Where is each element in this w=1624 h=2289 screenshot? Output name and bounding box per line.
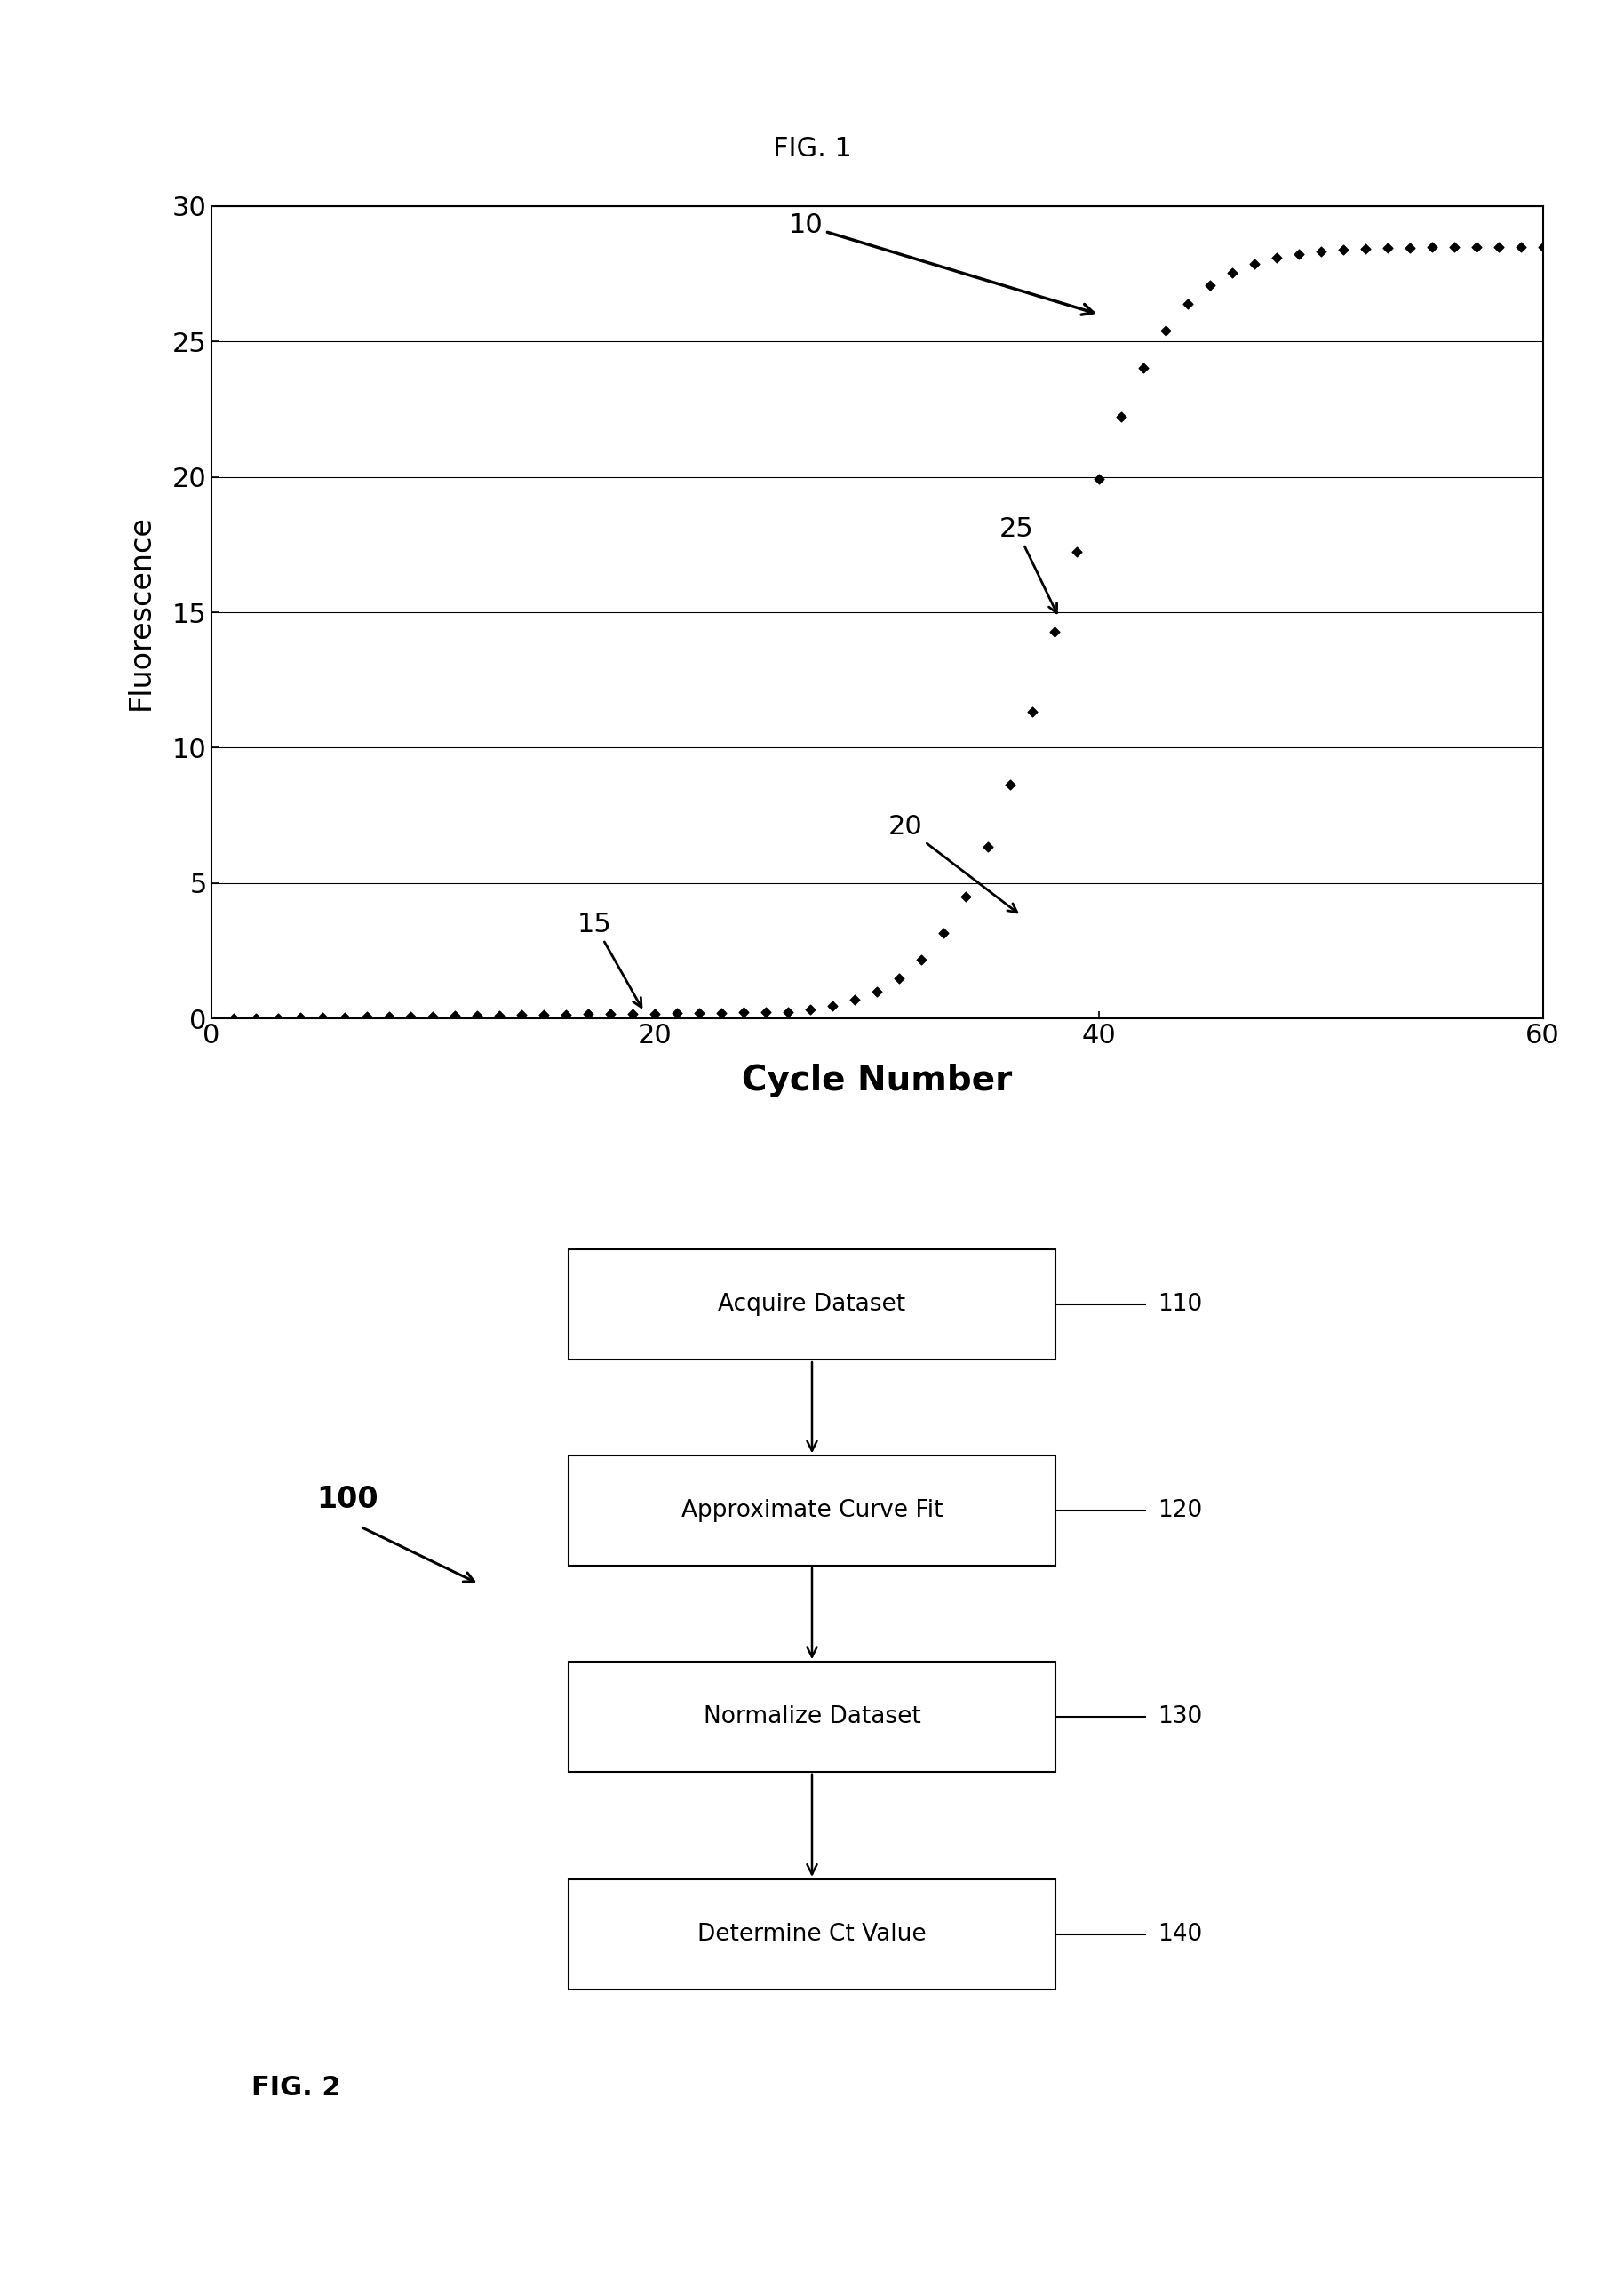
Text: Normalize Dataset: Normalize Dataset bbox=[703, 1705, 921, 1728]
Point bbox=[887, 961, 913, 998]
Point bbox=[1086, 460, 1112, 497]
Point bbox=[464, 998, 490, 1035]
Point bbox=[1307, 233, 1333, 270]
Point bbox=[1486, 229, 1512, 266]
Point bbox=[620, 996, 646, 1032]
Point bbox=[841, 982, 867, 1019]
Point bbox=[242, 1000, 268, 1037]
Point bbox=[1463, 229, 1489, 266]
Point bbox=[797, 991, 823, 1028]
Point bbox=[221, 1000, 247, 1037]
Point bbox=[754, 993, 780, 1030]
Point bbox=[375, 998, 401, 1035]
Text: 120: 120 bbox=[1158, 1499, 1202, 1522]
Text: 15: 15 bbox=[577, 911, 641, 1007]
Point bbox=[931, 916, 957, 952]
Point bbox=[641, 996, 667, 1032]
Point bbox=[1241, 245, 1267, 282]
Point bbox=[1174, 286, 1200, 323]
Point bbox=[398, 998, 424, 1035]
Point bbox=[775, 993, 801, 1030]
Point bbox=[442, 998, 468, 1035]
Point bbox=[598, 996, 624, 1032]
Point bbox=[309, 1000, 335, 1037]
Point bbox=[1108, 398, 1134, 435]
Point bbox=[1020, 694, 1046, 730]
Point bbox=[820, 987, 846, 1023]
Point bbox=[1064, 533, 1090, 570]
Point bbox=[708, 993, 734, 1030]
Point bbox=[997, 767, 1023, 803]
Text: 140: 140 bbox=[1158, 1923, 1202, 1946]
X-axis label: Cycle Number: Cycle Number bbox=[742, 1064, 1012, 1096]
Text: Approximate Curve Fit: Approximate Curve Fit bbox=[680, 1499, 944, 1522]
Point bbox=[731, 993, 757, 1030]
Y-axis label: Fluorescence: Fluorescence bbox=[125, 515, 154, 710]
Point bbox=[354, 998, 380, 1035]
Point bbox=[1353, 231, 1379, 268]
Point bbox=[421, 998, 447, 1035]
Point bbox=[1197, 268, 1223, 304]
Text: 25: 25 bbox=[999, 515, 1057, 613]
Point bbox=[554, 996, 580, 1032]
Point bbox=[1374, 229, 1400, 266]
Point bbox=[974, 829, 1000, 865]
Point bbox=[287, 1000, 313, 1037]
Point bbox=[331, 998, 357, 1035]
Text: 10: 10 bbox=[788, 213, 1093, 314]
Point bbox=[1397, 229, 1423, 266]
Text: Determine Ct Value: Determine Ct Value bbox=[698, 1923, 926, 1946]
Point bbox=[1330, 231, 1356, 268]
Point bbox=[1220, 254, 1246, 291]
Text: FIG. 1: FIG. 1 bbox=[773, 135, 851, 163]
Text: 20: 20 bbox=[888, 815, 1017, 913]
Point bbox=[1041, 613, 1067, 650]
Text: 110: 110 bbox=[1158, 1293, 1202, 1316]
Point bbox=[1530, 229, 1556, 266]
Point bbox=[508, 996, 534, 1032]
Point bbox=[664, 996, 690, 1032]
Text: 130: 130 bbox=[1158, 1705, 1202, 1728]
Point bbox=[575, 996, 601, 1032]
Point bbox=[908, 941, 934, 977]
Point bbox=[1419, 229, 1445, 266]
Point bbox=[1130, 350, 1156, 387]
Point bbox=[487, 998, 513, 1035]
Point bbox=[687, 996, 713, 1032]
Point bbox=[1507, 229, 1533, 266]
Point bbox=[953, 879, 979, 916]
Point bbox=[1440, 229, 1466, 266]
Point bbox=[864, 973, 890, 1009]
Text: FIG. 2: FIG. 2 bbox=[252, 2074, 341, 2101]
Point bbox=[1263, 240, 1289, 277]
Text: 100: 100 bbox=[317, 1486, 378, 1513]
Point bbox=[265, 1000, 291, 1037]
Text: Acquire Dataset: Acquire Dataset bbox=[718, 1293, 906, 1316]
Point bbox=[1153, 311, 1179, 348]
Point bbox=[1286, 236, 1312, 272]
Point bbox=[531, 996, 557, 1032]
